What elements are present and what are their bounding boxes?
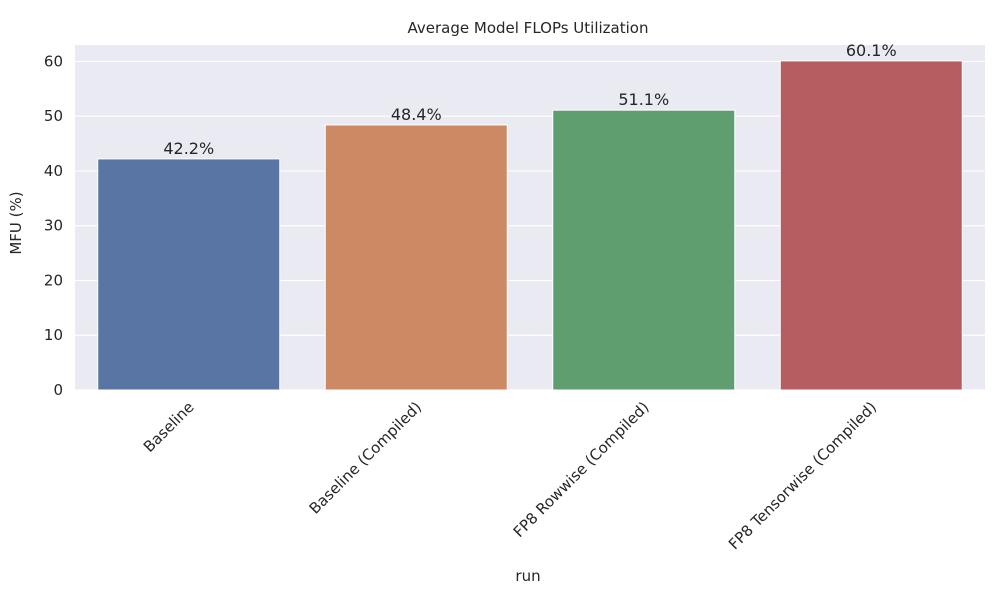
y-tick-label: 30 xyxy=(44,217,63,235)
y-tick-label: 20 xyxy=(44,271,63,289)
bars xyxy=(97,60,963,391)
y-tick-label: 0 xyxy=(53,381,63,399)
bar xyxy=(552,109,736,391)
chart-title: Average Model FLOPs Utilization xyxy=(408,19,649,37)
y-tick-label: 60 xyxy=(44,52,63,70)
y-axis-label: MFU (%) xyxy=(7,191,25,254)
x-tick-label: Baseline (Compiled) xyxy=(306,398,425,517)
bar-value-label: 48.4% xyxy=(391,105,442,124)
bar xyxy=(779,60,963,391)
x-tick-label: FP8 Rowwise (Compiled) xyxy=(510,398,653,541)
x-tick-label: FP8 Tensorwise (Compiled) xyxy=(725,398,880,553)
bar xyxy=(97,158,281,391)
y-tick-label: 40 xyxy=(44,162,63,180)
bar xyxy=(324,124,508,391)
bar-value-label: 51.1% xyxy=(618,90,669,109)
x-tick-label: Baseline xyxy=(140,398,198,456)
y-tick-label: 10 xyxy=(44,326,63,344)
x-axis-ticks: Baseline Baseline (Compiled) FP8 Rowwise (… xyxy=(140,398,880,553)
bar-value-label: 60.1% xyxy=(846,41,897,60)
x-axis-label: run xyxy=(515,567,540,585)
y-axis-ticks: 0 10 20 30 40 50 60 xyxy=(44,52,63,399)
data-labels: 42.2% 48.4% 51.1% 60.1% xyxy=(163,41,896,158)
y-tick-label: 50 xyxy=(44,107,63,125)
bar-value-label: 42.2% xyxy=(163,139,214,158)
